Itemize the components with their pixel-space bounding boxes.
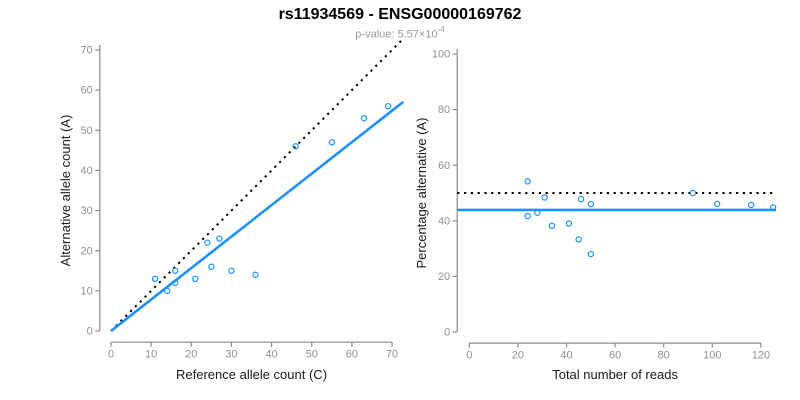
data-point xyxy=(151,275,159,283)
y-axis-title: Percentage alternative (A) xyxy=(414,117,429,268)
data-point xyxy=(548,222,556,230)
data-point xyxy=(575,236,582,243)
data-point xyxy=(541,194,548,201)
y-axis-tick-label: 40 xyxy=(438,215,450,227)
data-point xyxy=(565,220,573,227)
data-point xyxy=(252,271,259,278)
x-axis-tick-label: 20 xyxy=(185,349,197,361)
data-point xyxy=(769,204,777,211)
data-point xyxy=(577,195,585,203)
data-points xyxy=(151,102,392,295)
data-point xyxy=(360,115,368,122)
y-axis-tick-label: 30 xyxy=(81,205,93,217)
page-title: rs11934569 - ENSG00000169762 xyxy=(278,6,522,23)
data-point xyxy=(713,200,721,208)
y-axis-tick-label: 70 xyxy=(81,45,93,57)
data-point xyxy=(208,263,215,270)
x-axis-tick-label: 60 xyxy=(609,350,621,362)
x-axis-title: Reference allele count (C) xyxy=(176,367,327,382)
y-axis-title: Alternative allele count (A) xyxy=(58,115,73,267)
percentage-reads-scatter-chart: 0 20 40 60 80 100 120 0 20 40 60 80 100 Total number … xyxy=(414,49,777,382)
data-point xyxy=(587,250,595,258)
data-point xyxy=(524,212,531,220)
data-point xyxy=(172,267,179,274)
x-axis-tick-label: 30 xyxy=(225,349,237,361)
data-point xyxy=(164,287,171,295)
data-point xyxy=(216,235,223,242)
identity-line xyxy=(110,37,405,332)
p-value-label: p-value: 5.57×10-4 xyxy=(0,25,800,41)
data-point xyxy=(172,279,179,287)
p-value-exponent: -4 xyxy=(437,25,445,34)
y-axis-tick-label: 0 xyxy=(87,326,93,338)
x-axis-tick-label: 20 xyxy=(512,350,524,362)
data-point xyxy=(524,178,531,185)
y-axis-tick-label: 10 xyxy=(81,285,93,297)
x-axis-tick-label: 50 xyxy=(306,349,318,361)
data-point xyxy=(204,239,211,246)
x-axis-tick-label: 80 xyxy=(658,350,670,362)
data-point xyxy=(534,209,541,216)
x-axis-tick-label: 70 xyxy=(386,349,398,361)
data-points xyxy=(524,178,777,258)
x-axis-tick-label: 40 xyxy=(265,349,277,361)
y-axis-tick-label: 80 xyxy=(438,104,450,116)
y-axis-tick-label: 100 xyxy=(432,49,450,61)
data-point xyxy=(587,200,595,208)
p-value-text: p-value: 5.57×10 xyxy=(355,28,438,41)
y-axis-tick-label: 40 xyxy=(81,165,93,177)
data-point xyxy=(689,189,697,197)
x-axis-tick-label: 40 xyxy=(560,350,572,362)
data-point xyxy=(228,267,235,274)
allele-count-scatter-chart: 0 10 20 30 40 50 60 70 0 10 20 30 40 50 60 70 Reference … xyxy=(58,37,405,382)
y-axis-tick-label: 60 xyxy=(81,85,93,97)
x-axis-tick-label: 60 xyxy=(346,349,358,361)
data-point xyxy=(328,139,336,146)
x-axis-tick-label: 0 xyxy=(108,349,114,361)
data-point xyxy=(192,275,199,283)
y-axis-tick-label: 20 xyxy=(438,271,450,283)
x-axis-tick-label: 120 xyxy=(752,350,770,362)
data-point xyxy=(747,201,755,209)
data-point xyxy=(292,143,299,150)
x-axis-tick-label: 100 xyxy=(703,350,721,362)
y-axis-tick-label: 60 xyxy=(438,160,450,172)
x-axis-tick-label: 0 xyxy=(466,350,472,362)
y-axis-tick-label: 50 xyxy=(81,125,93,137)
y-axis-tick-label: 0 xyxy=(444,327,450,339)
x-axis-title: Total number of reads xyxy=(552,367,678,382)
fit-line xyxy=(110,100,405,333)
data-point xyxy=(384,102,392,110)
y-axis-tick-label: 20 xyxy=(81,245,93,257)
x-axis-tick-label: 10 xyxy=(145,349,157,361)
